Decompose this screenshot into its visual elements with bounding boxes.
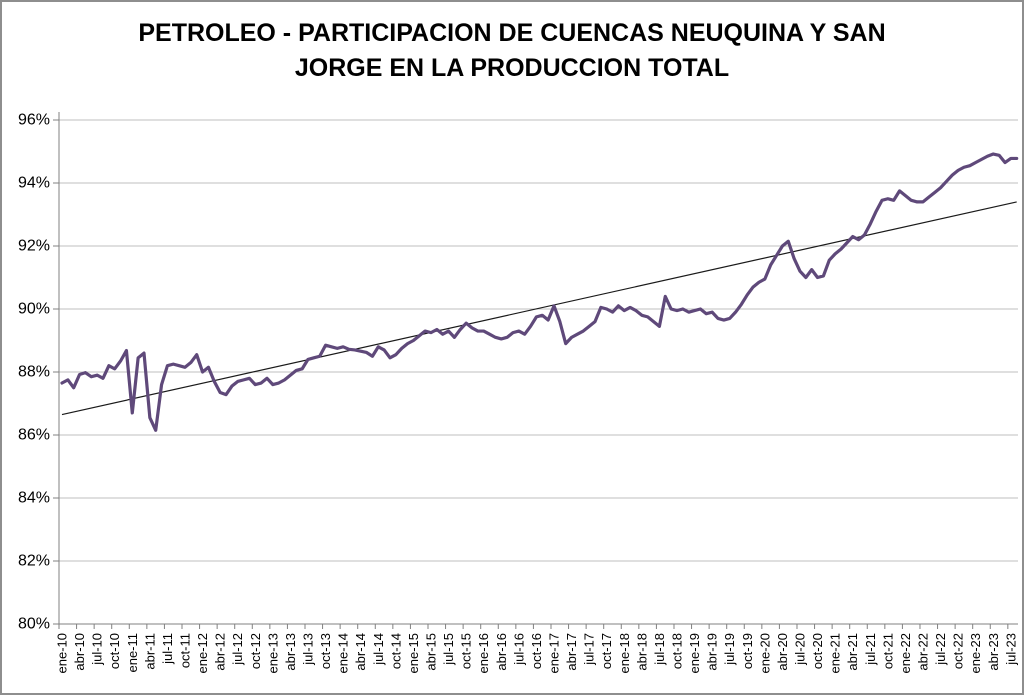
x-axis-tick-label: jul-21 <box>863 633 878 666</box>
x-axis-tick-label: oct-17 <box>599 633 614 669</box>
chart-title-line-2: JORGE EN LA PRODUCCION TOTAL <box>294 54 730 82</box>
x-axis-tick-label: abr-20 <box>775 633 790 671</box>
x-axis-tick-label: abr-16 <box>494 633 509 671</box>
x-axis-tick-label: ene-20 <box>757 633 772 673</box>
x-axis-tick-label: oct-20 <box>810 633 825 669</box>
y-axis-tick-label: 90% <box>18 301 50 318</box>
x-axis-tick-label: abr-13 <box>283 633 298 671</box>
x-axis-tick-label: ene-13 <box>265 633 280 673</box>
x-axis-tick-label: ene-23 <box>968 633 983 673</box>
x-axis-tick-label: jul-12 <box>230 633 245 666</box>
x-axis-tick-label: oct-11 <box>177 633 192 668</box>
x-axis-tick-label: ene-19 <box>687 633 702 673</box>
x-axis-tick-label: ene-16 <box>476 633 491 673</box>
x-axis-tick-label: abr-14 <box>353 633 368 671</box>
x-axis-tick-label: ene-11 <box>125 633 140 673</box>
x-axis-tick-label: oct-16 <box>529 633 544 669</box>
x-axis-tick-label: jul-16 <box>511 633 526 666</box>
x-axis-tick-label: oct-21 <box>880 633 895 669</box>
chart-title-line-1: PETROLEO - PARTICIPACION DE CUENCAS NEUQ… <box>138 19 886 47</box>
x-axis-tick-label: oct-19 <box>740 633 755 669</box>
x-axis-tick-label: oct-14 <box>388 633 403 669</box>
x-axis-tick-label: ene-12 <box>195 633 210 673</box>
x-axis-tick-label: abr-23 <box>986 633 1001 671</box>
data-series-line <box>60 152 1019 432</box>
x-axis-tick-label: jul-15 <box>441 633 456 666</box>
x-axis-tick-label: abr-15 <box>423 633 438 671</box>
x-axis-tick-label: oct-13 <box>318 633 333 669</box>
x-axis-tick-label: jul-19 <box>722 633 737 666</box>
x-axis-tick-label: ene-10 <box>55 633 70 673</box>
x-axis-tick-label: abr-10 <box>72 633 87 671</box>
x-axis-tick-label: oct-12 <box>248 633 263 669</box>
x-axis-tick-label: ene-21 <box>828 633 843 673</box>
x-axis-tick-label: abr-12 <box>213 633 228 671</box>
x-axis-tick-label: abr-19 <box>705 633 720 671</box>
x-axis-tick-label: jul-13 <box>300 633 315 666</box>
x-axis-tick-label: jul-18 <box>652 633 667 666</box>
y-axis-tick-label: 86% <box>18 427 50 444</box>
x-axis-tick-label: jul-17 <box>582 633 597 666</box>
x-axis-tick-label: abr-17 <box>564 633 579 671</box>
y-axis-tick-label: 80% <box>18 616 50 633</box>
x-axis-tick-label: ene-22 <box>898 633 913 673</box>
x-axis-tick-label: oct-10 <box>107 633 122 669</box>
x-axis-tick-label: jul-23 <box>1003 633 1018 666</box>
x-axis-tick-label: ene-14 <box>336 633 351 673</box>
trendline <box>61 201 1017 416</box>
y-axis-tick-label: 94% <box>18 175 50 192</box>
x-axis-tick-label: jul-11 <box>160 633 175 665</box>
x-axis-tick-label: jul-20 <box>792 633 807 666</box>
y-axis-tick-label: 92% <box>18 238 50 255</box>
x-axis-tick-label: ene-15 <box>406 633 421 673</box>
x-axis-tick-label: abr-21 <box>845 633 860 671</box>
x-axis-tick-label: ene-17 <box>546 633 561 673</box>
y-axis-tick-label: 82% <box>18 553 50 570</box>
x-axis-tick-label: jul-14 <box>371 633 386 666</box>
x-axis-tick-label: abr-22 <box>915 633 930 671</box>
y-axis-tick-label: 96% <box>18 112 50 129</box>
y-axis-tick-label: 88% <box>18 364 50 381</box>
x-axis-tick-label: oct-15 <box>459 633 474 669</box>
x-axis-tick-label: abr-11 <box>142 633 157 670</box>
chart-title: PETROLEO - PARTICIPACION DE CUENCAS NEUQ… <box>2 16 1022 86</box>
x-axis-tick-label: oct-18 <box>669 633 684 669</box>
x-axis-tick-label: jul-22 <box>933 633 948 666</box>
x-axis-tick-label: ene-18 <box>617 633 632 673</box>
y-axis-tick-label: 84% <box>18 490 50 507</box>
x-axis-tick-label: abr-18 <box>634 633 649 671</box>
x-axis-tick-label: oct-22 <box>951 633 966 669</box>
x-axis-tick-label: jul-10 <box>90 633 105 666</box>
